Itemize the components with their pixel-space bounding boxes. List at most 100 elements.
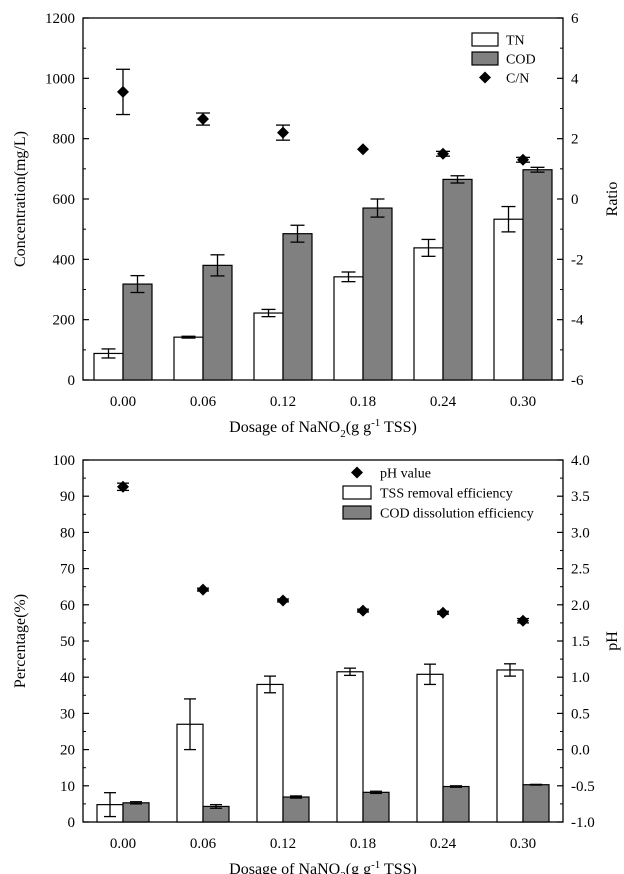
error-bar: [450, 785, 462, 788]
y2-tick-label: 6: [571, 11, 579, 27]
x-tick-label: 0.18: [350, 394, 376, 410]
y2-tick-label: 0.5: [571, 706, 590, 722]
bar: [413, 247, 444, 381]
error-bar: [104, 792, 116, 818]
y-tick-label: 800: [53, 132, 76, 148]
y2-tick-label: 2: [571, 132, 579, 148]
legend-swatch: [342, 505, 372, 520]
legend-marker: [479, 71, 491, 84]
y-tick-label: 60: [60, 598, 75, 614]
legend-label: COD dissolution efficiency: [380, 507, 534, 522]
legend-label: TN: [506, 34, 525, 49]
point: [117, 85, 129, 98]
y2-tick-label: -0.5: [571, 779, 595, 795]
chart-1: 0 200 400 600 800 1000 1200 -6 -4 -2 0 2 4 6 0.00 0.06 0…: [12, 11, 621, 440]
y2-tick-label: 4: [571, 71, 579, 87]
y2-tick-label: -4: [571, 313, 584, 329]
bar: [416, 673, 444, 823]
y2-tick-label: -6: [571, 373, 584, 389]
bar: [522, 169, 553, 381]
error-bar: [130, 801, 142, 805]
error-bar: [290, 795, 302, 799]
point: [197, 113, 209, 126]
series-tn: [93, 205, 524, 381]
y-tick-label: 10: [60, 779, 75, 795]
x-tick-label: 0.24: [430, 394, 457, 410]
error-bar: [370, 790, 382, 795]
y2-tick-label: 0.0: [571, 743, 590, 759]
error-bar: [370, 198, 385, 218]
point: [437, 147, 449, 160]
bar: [202, 264, 233, 381]
y-axis-title: Concentration(mg/L): [12, 131, 29, 267]
y-tick-label: 40: [60, 670, 75, 686]
series-c-n: [116, 68, 530, 166]
y-tick-label: 1000: [45, 71, 75, 87]
error-bar: [530, 783, 542, 786]
bar: [493, 218, 524, 381]
error-bar: [261, 308, 276, 318]
error-bar: [344, 667, 356, 677]
x-tick-label: 0.30: [510, 836, 536, 852]
legend-swatch: [471, 51, 499, 66]
y-tick-label: 0: [68, 815, 76, 831]
point: [357, 143, 369, 156]
series-cod-dissolution-efficiency: [122, 783, 550, 823]
error-bar: [530, 166, 545, 173]
bar: [256, 683, 284, 823]
bar: [253, 312, 284, 381]
y-tick-label: 0: [68, 373, 76, 389]
y2-tick-label: 3.0: [571, 525, 590, 541]
x-axis-title: Dosage of NaNO2(g g-1 TSS): [229, 859, 417, 874]
point: [277, 594, 289, 607]
y2-axis-title: pH: [604, 631, 621, 651]
y-axis-title: Percentage(%): [12, 594, 29, 688]
x-tick-label: 0.12: [270, 836, 296, 852]
series-ph-value: [117, 480, 529, 627]
error-bar: [504, 663, 516, 677]
bar: [282, 233, 313, 381]
x-axis-title: Dosage of NaNO2(g g-1 TSS): [229, 417, 417, 440]
x-tick-label: 0.12: [270, 394, 296, 410]
y-tick-label: 600: [53, 192, 76, 208]
y2-tick-label: -1.0: [571, 815, 595, 831]
legend-label: TSS removal efficiency: [380, 487, 513, 502]
bar: [173, 336, 204, 381]
legend-label: pH value: [380, 467, 431, 482]
y2-tick-label: 2.0: [571, 598, 590, 614]
bar: [122, 802, 150, 823]
error-bar: [290, 224, 305, 243]
y-tick-label: 1200: [45, 11, 75, 27]
y2-tick-label: 1.0: [571, 670, 590, 686]
legend: pH value TSS removal efficiency COD dissol…: [342, 466, 534, 522]
x-tick-label: 0.18: [350, 836, 376, 852]
y-tick-label: 100: [53, 453, 76, 469]
legend-swatch: [342, 485, 372, 500]
x-tick-label: 0.06: [190, 836, 217, 852]
y2-tick-label: 4.0: [571, 453, 590, 469]
bar: [336, 671, 364, 823]
error-bar: [184, 698, 196, 751]
series-cod: [122, 166, 553, 381]
bar: [496, 669, 524, 823]
x-tick-label: 0.00: [110, 836, 136, 852]
y-tick-label: 50: [60, 634, 75, 650]
y2-tick-label: 3.5: [571, 489, 590, 505]
bar: [122, 283, 153, 381]
y-tick-label: 80: [60, 525, 75, 541]
error-bar: [421, 238, 436, 257]
x-tick-label: 0.24: [430, 836, 457, 852]
legend-swatch: [471, 32, 499, 47]
y2-tick-label: 1.5: [571, 634, 590, 650]
y2-tick-label: 2.5: [571, 562, 590, 578]
legend-label: C/N: [506, 72, 529, 87]
point: [437, 606, 449, 619]
bar: [442, 785, 470, 823]
point: [517, 153, 529, 166]
error-bar: [501, 205, 516, 233]
point: [517, 614, 529, 627]
error-bar: [101, 348, 116, 359]
x-tick-label: 0.00: [110, 394, 136, 410]
bar: [282, 796, 310, 823]
